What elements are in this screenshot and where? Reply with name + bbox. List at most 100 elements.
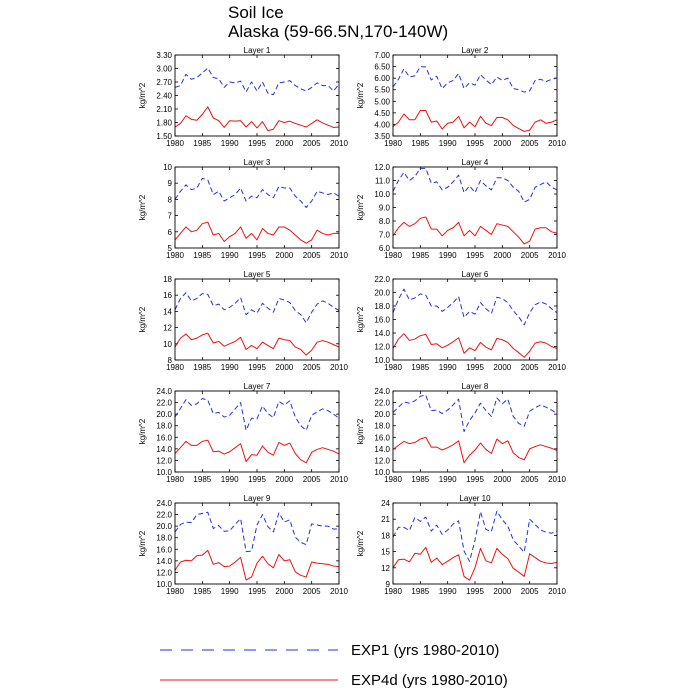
layer-4-y-tick-label: 11.0 [375,177,391,186]
layer-8-y-tick-label: 16.0 [374,433,390,442]
layer-1-x-tick-label: 1985 [193,139,211,148]
layer-6-x-tick-label: 2010 [548,363,566,372]
legend-label-exp1: EXP1 (yrs 1980-2010) [351,642,499,659]
layer-4-x-tick-label: 2005 [521,251,539,260]
layer-10-y-tick-label: 9 [386,580,391,589]
layer-9-y-tick-label: 22.0 [156,511,172,520]
layer-7-x-tick-label: 1990 [221,475,239,484]
layer-9-x-tick-label: 2005 [303,587,321,596]
layer-1-y-tick-label: 3.00 [156,65,172,74]
layer-8-x-tick-label: 1980 [384,475,402,484]
layer-4-y-tick-label: 7.0 [379,231,391,240]
layer-8-y-tick-label: 18.0 [374,422,390,431]
layer-9-x-tick-label: 2010 [330,587,348,596]
layer-8-y-axis-label: kg/m^2 [356,418,365,444]
layer-7-y-tick-label: 16.0 [156,433,172,442]
layer-9-y-tick-label: 20.0 [156,522,172,531]
layer-6-y-tick-label: 16.0 [374,316,390,325]
layer-3-x-tick-label: 2005 [303,251,321,260]
layer-9-x-tick-label: 1995 [248,587,266,596]
layer-9-y-tick-label: 24.0 [156,499,172,508]
layer-6-x-tick-label: 1990 [439,363,457,372]
layer-1-frame [174,54,340,137]
layer-9-x-tick-label: 1980 [166,587,184,596]
layer-9-panel: Layer 9 kg/m^2 10.0 12.0 14.0 16.0 18.0 20.0 22.… [138,494,348,596]
layer-1-x-tick-label: 1990 [221,139,239,148]
layer-7-title: Layer 7 [244,382,271,391]
layer-2-y-tick-label: 7.00 [374,51,390,60]
layer-1-y-tick-label: 1.80 [156,119,172,128]
layer-3-x-tick-label: 2000 [275,251,293,260]
layer-9-y-tick-label: 16.0 [156,545,172,554]
layer-9-series-exp1 [174,511,339,553]
layer-3-panel: Layer 3 kg/m^2 5 6 7 8 9 10 1980 1985 1990 1995 2000… [138,158,348,260]
layer-5-y-tick-label: 12 [163,324,172,333]
layer-2-series-exp4d [392,110,558,132]
layer-10-x-tick-label: 1990 [439,587,457,596]
layer-4-x-tick-label: 1980 [384,251,402,260]
layer-1-y-tick-label: 2.70 [156,78,172,87]
layer-1-y-axis-label: kg/m^2 [138,82,147,108]
layer-7-y-axis-label: kg/m^2 [138,418,147,444]
legend: EXP1 (yrs 1980-2010) EXP4d (yrs 1980-201… [160,642,508,689]
layer-2-x-tick-label: 1980 [384,139,402,148]
figure-title: Soil Ice [228,3,284,22]
layer-3-y-tick-label: 9 [168,179,173,188]
layer-4-y-tick-label: 9.0 [379,204,391,213]
layer-3-y-tick-label: 6 [168,228,173,237]
layer-1-x-tick-label: 2005 [303,139,321,148]
layer-8-y-tick-label: 20.0 [374,410,390,419]
layer-8-series-exp4d [392,436,558,464]
layer-6-x-tick-label: 1980 [384,363,402,372]
layer-5-y-tick-label: 8 [168,356,173,365]
layer-6-title: Layer 6 [462,270,489,279]
layer-4-x-tick-label: 1985 [411,251,429,260]
layer-3-frame [174,166,340,249]
layer-10-title: Layer 10 [459,494,491,503]
layer-9-title: Layer 9 [244,494,271,503]
layer-6-y-tick-label: 22.0 [374,275,390,284]
layer-6-series-exp1 [392,288,558,326]
layer-8-y-tick-label: 14.0 [374,445,390,454]
layer-9-x-tick-label: 1985 [193,587,211,596]
layer-5-panel: Layer 5 kg/m^2 8 10 12 14 16 18 1980 1985 1990 1995… [138,270,348,372]
layer-10-y-tick-label: 24 [381,499,390,508]
layer-9-series-exp4d [174,549,340,581]
layer-3-x-tick-label: 1985 [193,251,211,260]
layer-5-x-tick-label: 1990 [221,363,239,372]
layer-10-y-axis-label: kg/m^2 [356,530,365,556]
layer-6-y-tick-label: 12.0 [374,343,390,352]
layer-10-x-tick-label: 1980 [384,587,402,596]
layer-1-y-tick-label: 2.40 [156,92,172,101]
layer-4-series-exp4d [392,216,558,245]
layer-6-x-tick-label: 2005 [521,363,539,372]
layer-6-x-tick-label: 1985 [411,363,429,372]
layer-10-frame [392,502,558,585]
layer-6-y-tick-label: 20.0 [374,289,390,298]
layer-2-y-tick-label: 4.00 [374,120,390,129]
layer-7-panel: Layer 7 kg/m^2 10.0 12.0 14.0 16.0 18.0 20.0 22.… [138,382,348,484]
layer-1-y-tick-label: 2.10 [156,105,172,114]
layer-2-x-tick-label: 1995 [466,139,484,148]
layer-1-y-tick-label: 1.50 [156,132,172,141]
layer-7-frame [174,390,340,473]
layer-5-y-axis-label: kg/m^2 [138,306,147,332]
layer-7-series-exp4d [174,439,340,464]
layer-7-y-tick-label: 22.0 [156,399,172,408]
layer-5-y-tick-label: 18 [163,275,172,284]
layer-10-x-tick-label: 2005 [521,587,539,596]
layer-10-y-tick-label: 15 [381,548,390,557]
layer-3-series-exp1 [174,177,340,208]
figure-subtitle: Alaska (59-66.5N,170-140W) [228,22,448,41]
layer-7-x-tick-label: 1980 [166,475,184,484]
layer-8-y-tick-label: 24.0 [374,387,390,396]
layer-10-x-tick-label: 1985 [411,587,429,596]
layer-2-x-tick-label: 1985 [411,139,429,148]
layer-3-y-tick-label: 7 [168,212,173,221]
layer-7-y-tick-label: 24.0 [156,387,172,396]
layer-10-series-exp1 [392,510,558,562]
layer-7-x-tick-label: 1995 [248,475,266,484]
layer-2-frame [392,54,558,137]
layer-9-y-tick-label: 14.0 [156,557,172,566]
layer-4-y-tick-label: 8.0 [379,217,391,226]
